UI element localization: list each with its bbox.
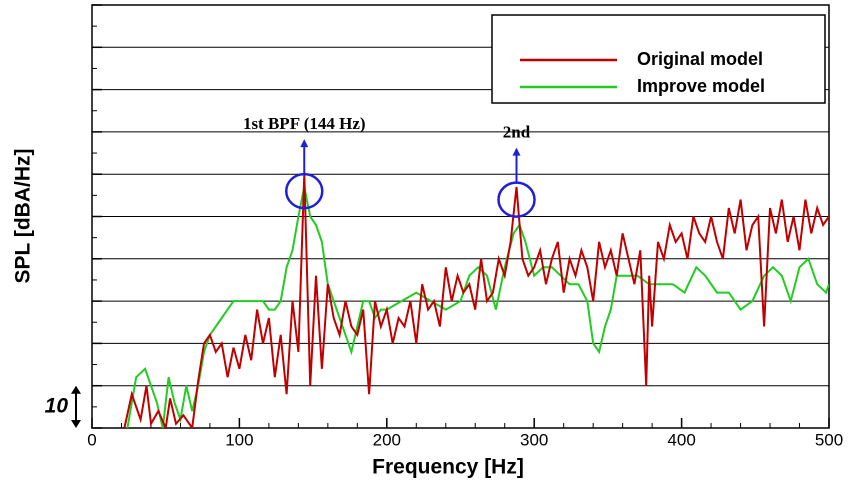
x-tick-label: 400 [667, 430, 695, 449]
x-axis-label: Frequency [Hz] [372, 456, 524, 479]
x-tick-label: 200 [373, 430, 401, 449]
legend-label: Improve model [637, 76, 765, 96]
x-tick-label: 100 [225, 430, 253, 449]
legend-label: Original model [637, 49, 763, 69]
y-axis-label: SPL [dBA/Hz] [12, 149, 35, 284]
series-line [126, 186, 829, 428]
x-tick-label: 500 [815, 430, 843, 449]
annotation-arrowhead [512, 147, 521, 156]
annotation-label: 2nd [503, 122, 531, 141]
scale-arrowhead [71, 385, 81, 394]
annotation-arrowhead [300, 139, 309, 148]
scale-arrowhead [71, 420, 81, 428]
annotation-label: 1st BPF (144 Hz) [243, 114, 366, 133]
x-tick-label: 300 [520, 430, 548, 449]
scale-label: 10 [45, 394, 69, 417]
series-line [123, 174, 829, 428]
x-tick-label: 0 [87, 430, 96, 449]
